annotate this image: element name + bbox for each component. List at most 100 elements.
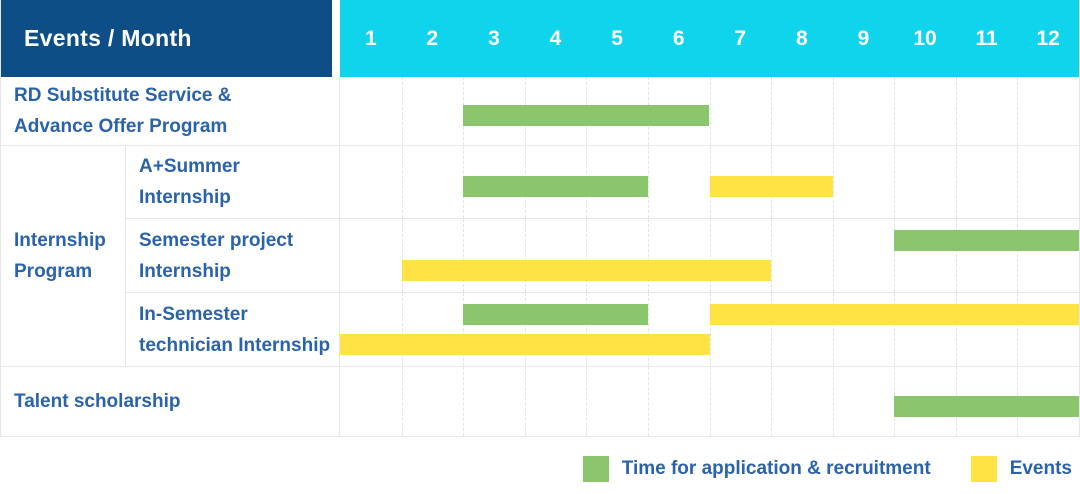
yellow-swatch-icon	[970, 455, 997, 482]
month-gridline	[894, 293, 896, 366]
bar-line	[340, 304, 1079, 325]
month-gridline	[586, 293, 588, 366]
bar-line	[340, 334, 1079, 355]
month-gridline	[1017, 219, 1019, 292]
month-gridline	[955, 293, 957, 366]
month-tick-9: 9	[857, 26, 870, 50]
month-gridline	[771, 367, 773, 436]
month-gridline	[647, 146, 649, 218]
month-gridline	[894, 77, 896, 145]
month-gridline	[401, 77, 403, 145]
month-gridline	[955, 77, 957, 145]
application-period-bar	[463, 176, 648, 197]
application-period-bar	[894, 230, 1079, 251]
header-title: Events / Month	[1, 0, 332, 77]
month-gridline	[709, 219, 711, 292]
month-gridline	[955, 219, 957, 292]
month-gridline	[401, 219, 403, 292]
row-label-semester-project-internship: Semester project Internship	[125, 219, 339, 293]
month-gridline	[463, 367, 465, 436]
row-label-line: Internship	[139, 260, 231, 282]
month-gridline	[524, 219, 526, 292]
month-gridline	[1017, 293, 1019, 366]
month-gridline	[1017, 77, 1019, 145]
month-gridline	[771, 219, 773, 292]
month-gridline	[647, 367, 649, 436]
month-tick-12: 12	[1036, 26, 1060, 50]
chart-row-semester-project-internship	[339, 219, 1079, 293]
row-label-line: Internship	[139, 187, 231, 208]
month-gridline	[832, 77, 834, 145]
event-period-bar	[709, 176, 833, 197]
month-gridline	[771, 77, 773, 145]
month-gridline	[586, 219, 588, 292]
bar-line	[340, 260, 1079, 281]
month-gridline	[832, 367, 834, 436]
row-label-in-semester-technician-internship: In-Semester technician Internship	[125, 293, 339, 367]
month-gridline	[832, 146, 834, 218]
bar-line	[340, 395, 1079, 417]
month-gridline	[1017, 146, 1019, 218]
month-gridline	[524, 293, 526, 366]
bar-line	[340, 105, 1079, 126]
row-label-line: Semester project	[139, 229, 294, 251]
month-tick-6: 6	[672, 26, 685, 50]
row-label-talent-scholarship: Talent scholarship	[1, 367, 339, 436]
event-period-bar	[401, 260, 772, 281]
month-gridline	[463, 219, 465, 292]
month-gridline	[832, 293, 834, 366]
month-gridline	[524, 367, 526, 436]
bar-line	[340, 230, 1079, 251]
month-gridline	[401, 367, 403, 436]
month-axis: 1 2 3 4 5 6 7 8 9 10 11 12	[340, 0, 1079, 77]
legend-item-application: Time for application & recruitment	[582, 455, 931, 482]
legend-item-events: Events	[970, 455, 1072, 482]
chart-legend: Time for application & recruitment Event…	[0, 437, 1080, 494]
month-tick-2: 2	[426, 26, 439, 50]
bar-line	[340, 176, 1079, 197]
legend-label-application: Time for application & recruitment	[621, 457, 931, 479]
group-label-line: Internship	[14, 230, 106, 251]
row-label-line: RD Substitute Service &	[14, 85, 232, 106]
month-tick-4: 4	[549, 26, 562, 50]
month-gridline	[771, 293, 773, 366]
header-divider	[332, 0, 340, 77]
green-swatch-icon	[582, 455, 609, 482]
group-label-line: Program	[14, 261, 93, 282]
event-period-bar	[340, 334, 710, 355]
month-tick-11: 11	[975, 26, 998, 50]
month-tick-5: 5	[611, 26, 623, 50]
legend-label-events: Events	[1009, 457, 1072, 479]
row-label-line: A+Summer	[139, 156, 240, 177]
chart-row-in-semester-technician-internship	[339, 293, 1079, 367]
month-gridline	[832, 219, 834, 292]
application-period-bar	[463, 105, 710, 126]
row-label-line: Advance Offer Program	[14, 116, 228, 137]
month-gridline	[401, 146, 403, 218]
row-label-a-plus-summer-internship: A+Summer Internship	[125, 146, 339, 219]
chart-row-a-plus-summer-internship	[339, 146, 1079, 219]
month-tick-1: 1	[364, 26, 377, 50]
month-tick-8: 8	[795, 26, 808, 50]
month-tick-10: 10	[913, 26, 937, 50]
month-gridline	[586, 367, 588, 436]
month-gridline	[709, 293, 711, 366]
month-gridline	[709, 367, 711, 436]
month-tick-3: 3	[488, 26, 500, 50]
gantt-table: Events / Month 1 2 3 4 5 6 7 8 9 10 11 1…	[0, 0, 1080, 437]
month-gridline	[709, 77, 711, 145]
chart-row-talent-scholarship	[339, 367, 1079, 436]
application-period-bar	[463, 304, 648, 325]
month-gridline	[955, 146, 957, 218]
table-body: RD Substitute Service & Advance Offer Pr…	[1, 77, 1079, 436]
month-gridline	[894, 146, 896, 218]
row-label-line: Talent scholarship	[14, 391, 181, 412]
event-period-bar	[709, 304, 1079, 325]
month-gridline	[647, 219, 649, 292]
row-label-rd-substitute: RD Substitute Service & Advance Offer Pr…	[1, 77, 339, 146]
month-gridline	[463, 293, 465, 366]
month-tick-7: 7	[734, 26, 747, 50]
row-label-line: In-Semester	[139, 303, 248, 325]
row-label-line: technician Internship	[139, 334, 331, 356]
